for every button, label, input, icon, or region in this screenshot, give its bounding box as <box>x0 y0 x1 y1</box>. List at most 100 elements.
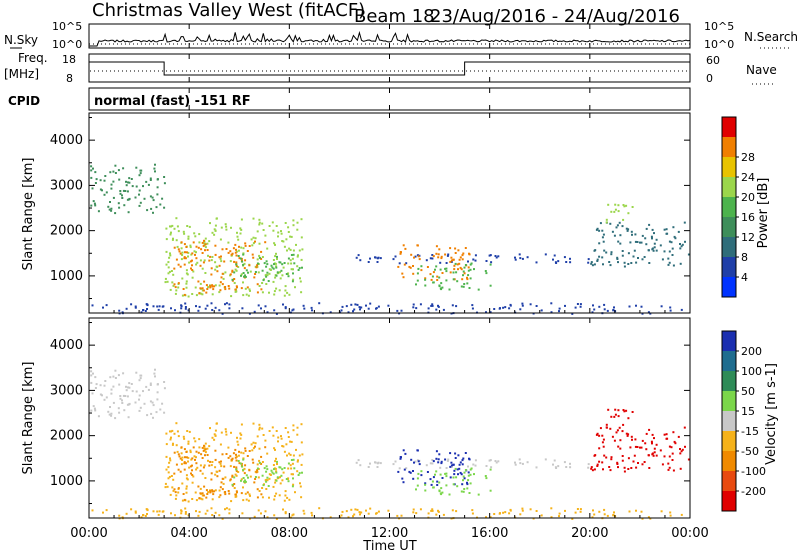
data-pixel <box>509 509 512 512</box>
data-pixel <box>203 280 206 283</box>
data-pixel <box>602 438 605 441</box>
data-pixel <box>177 282 180 285</box>
colorbar-segment <box>722 471 736 491</box>
data-pixel <box>631 411 634 413</box>
data-pixel <box>175 258 178 261</box>
data-pixel <box>296 221 299 224</box>
data-pixel <box>353 308 356 311</box>
data-pixel <box>412 265 414 267</box>
data-pixel <box>240 218 243 221</box>
data-pixel <box>254 237 257 240</box>
data-pixel <box>459 471 462 474</box>
data-pixel <box>275 287 278 290</box>
data-pixel <box>252 441 255 444</box>
data-pixel <box>292 272 294 275</box>
data-pixel <box>508 307 511 310</box>
data-pixel <box>451 509 454 512</box>
data-pixel <box>667 257 670 260</box>
data-pixel <box>272 280 275 283</box>
data-pixel <box>177 435 180 438</box>
data-pixel <box>445 475 448 478</box>
data-pixel <box>266 274 269 277</box>
data-pixel <box>179 457 182 460</box>
data-pixel <box>300 423 303 426</box>
y-tick-label: 3000 <box>50 178 83 193</box>
data-pixel <box>416 477 419 480</box>
data-pixel <box>235 248 237 251</box>
data-pixel <box>261 487 264 489</box>
data-pixel <box>261 496 264 499</box>
data-pixel <box>256 291 259 294</box>
data-pixel <box>681 243 684 246</box>
data-pixel <box>290 467 293 470</box>
data-pixel <box>272 229 275 232</box>
data-pixel <box>273 498 276 501</box>
data-pixel <box>214 261 217 264</box>
data-pixel <box>683 426 686 429</box>
data-pixel <box>198 497 201 500</box>
data-pixel <box>639 241 641 244</box>
data-pixel <box>424 284 427 287</box>
data-pixel <box>279 271 281 274</box>
data-pixel <box>206 493 209 495</box>
data-pixel <box>310 511 313 514</box>
x-axis: 00:00 04:00 08:00 12:00 16:00 20:00 00:00 <box>70 24 709 541</box>
data-pixel <box>318 507 321 510</box>
noise-left-label: N.Sky <box>4 33 38 47</box>
data-pixel <box>261 291 264 294</box>
data-pixel <box>601 434 604 437</box>
data-pixel <box>264 234 267 237</box>
data-pixel <box>165 227 168 230</box>
power-colorbar-label: Power [dB] <box>756 178 771 249</box>
data-pixel <box>254 271 257 273</box>
data-pixel <box>211 461 214 463</box>
data-pixel <box>445 472 448 475</box>
data-pixel <box>258 254 261 257</box>
data-pixel <box>277 231 280 234</box>
data-pixel <box>213 490 216 493</box>
data-pixel <box>408 470 411 473</box>
data-pixel <box>171 238 174 241</box>
data-pixel <box>442 308 445 311</box>
data-pixel <box>587 466 590 469</box>
data-pixel <box>399 251 402 253</box>
data-pixel <box>590 466 593 469</box>
data-pixel <box>473 473 475 476</box>
data-pixel <box>205 496 208 499</box>
data-pixel <box>209 490 212 493</box>
data-pixel <box>652 454 655 457</box>
data-pixel <box>205 284 208 287</box>
data-pixel <box>261 269 264 272</box>
data-pixel <box>466 487 469 490</box>
data-pixel <box>474 254 477 257</box>
data-pixel <box>557 465 560 468</box>
data-pixel <box>281 263 284 266</box>
data-pixel <box>95 383 98 386</box>
data-pixel <box>130 383 133 385</box>
data-pixel <box>635 304 637 307</box>
data-pixel <box>170 225 172 228</box>
data-pixel <box>535 510 538 512</box>
data-pixel <box>619 447 622 450</box>
data-pixel <box>285 273 288 275</box>
data-pixel <box>248 450 251 452</box>
data-pixel <box>605 251 608 254</box>
data-pixel <box>234 456 237 459</box>
data-pixel <box>272 464 275 466</box>
data-pixel <box>242 281 244 284</box>
data-pixel <box>630 262 633 264</box>
data-pixel <box>103 398 106 401</box>
data-pixel <box>112 196 115 199</box>
data-pixel <box>170 475 173 477</box>
data-pixel <box>596 260 599 262</box>
data-pixel <box>180 241 183 244</box>
data-pixel <box>168 256 171 259</box>
data-pixel <box>601 229 604 232</box>
data-pixel <box>587 261 590 264</box>
data-pixel <box>529 303 532 306</box>
data-pixel <box>614 203 617 206</box>
data-pixel <box>191 474 194 476</box>
data-pixel <box>210 507 213 510</box>
data-pixel <box>175 494 178 497</box>
data-pixel <box>195 263 198 266</box>
